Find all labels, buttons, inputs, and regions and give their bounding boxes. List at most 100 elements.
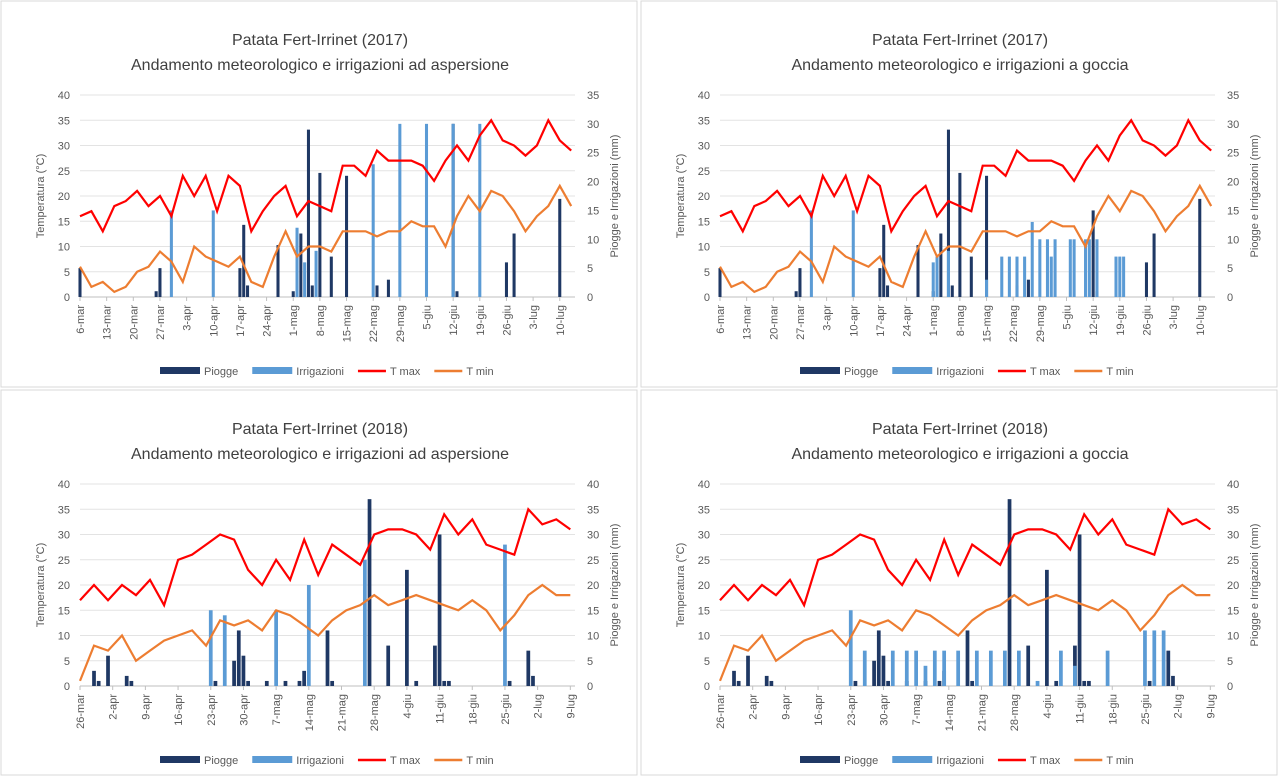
bar	[386, 645, 391, 686]
y-tick-label: 20	[58, 580, 70, 592]
bar	[303, 262, 307, 297]
x-tick-label: 13-mar	[742, 305, 754, 340]
x-tick-label: 20-mar	[768, 305, 780, 340]
bar	[246, 285, 250, 297]
x-tick-label: 19-giu	[1115, 305, 1127, 336]
bar	[942, 650, 947, 686]
x-tick-label: 10-lug	[555, 305, 567, 336]
x-tick-label: 27-mar	[795, 305, 807, 340]
bar	[1084, 239, 1088, 297]
x-tick-label: 10-apr	[208, 305, 220, 337]
bar	[310, 285, 314, 297]
bar	[447, 680, 451, 686]
bar	[314, 250, 318, 297]
bar	[1118, 256, 1122, 297]
y-tick-label: 10	[698, 242, 710, 254]
bar	[1144, 262, 1148, 297]
bar	[958, 172, 962, 297]
line	[719, 117, 1212, 235]
y-tick-label: 30	[58, 141, 70, 153]
bar	[985, 175, 989, 297]
x-tick-label: 3-apr	[182, 305, 194, 331]
y-tick-label: 10	[698, 631, 710, 643]
bar	[362, 559, 367, 686]
y2-tick-label: 30	[587, 530, 599, 542]
x-tick-label: 14-mag	[944, 694, 956, 731]
bar	[1054, 680, 1059, 686]
y-tick-label: 30	[698, 141, 710, 153]
bar	[881, 655, 886, 686]
bar	[414, 680, 419, 686]
y-tick-label: 40	[58, 90, 70, 102]
bar	[211, 210, 215, 297]
bar	[558, 198, 562, 297]
bar	[503, 544, 507, 686]
bar	[1073, 665, 1077, 686]
bar	[526, 650, 531, 686]
bar	[969, 256, 973, 297]
bar	[1087, 239, 1091, 297]
y-tick-label: 5	[704, 656, 710, 668]
y2-tick-label: 35	[587, 90, 599, 102]
y-tick-label: 35	[698, 115, 710, 127]
bar	[932, 650, 937, 686]
y2-tick-label: 5	[1227, 656, 1233, 668]
y-axis-label: Temperatura (°C)	[35, 154, 47, 238]
y-tick-label: 0	[704, 681, 710, 693]
bar	[92, 670, 96, 686]
legend-label: T max	[390, 755, 421, 767]
y2-tick-label: 35	[1227, 90, 1239, 102]
bar	[1147, 680, 1152, 686]
bar	[1198, 198, 1202, 297]
y-tick-label: 35	[698, 504, 710, 516]
bar	[1152, 630, 1157, 686]
y2-tick-label: 15	[587, 205, 599, 217]
y-tick-label: 25	[698, 555, 710, 567]
chart-subtitle: Andamento meteorologico e irrigazioni ad…	[131, 446, 509, 463]
legend-swatch	[800, 756, 840, 763]
legend-label: T max	[1030, 366, 1061, 378]
bar	[988, 650, 993, 686]
y-tick-label: 25	[698, 166, 710, 178]
x-tick-label: 8-mag	[955, 305, 967, 336]
x-tick-label: 2-apr	[748, 694, 760, 720]
y2-tick-label: 20	[1227, 580, 1239, 592]
bar	[213, 680, 218, 686]
x-tick-label: 3-lug	[1168, 305, 1180, 329]
y2-tick-label: 40	[1227, 479, 1239, 491]
x-tick-label: 8-mag	[315, 305, 327, 336]
y2-tick-label: 0	[1227, 292, 1233, 304]
legend-label: Piogge	[844, 755, 878, 767]
bar	[433, 645, 437, 686]
y-tick-label: 35	[58, 115, 70, 127]
y2-tick-label: 10	[1227, 234, 1239, 246]
y2-tick-label: 30	[1227, 530, 1239, 542]
chart-title: Patata Fert-Irrinet (2017)	[232, 32, 408, 49]
bar	[882, 224, 886, 297]
bar	[937, 680, 942, 686]
bar	[507, 680, 512, 686]
bar	[1161, 630, 1166, 686]
bar	[914, 650, 918, 686]
bar	[398, 123, 402, 297]
bar	[1095, 239, 1099, 297]
y2-axis-label: Piogge e Irrigazioni (mm)	[609, 524, 621, 647]
x-tick-label: 1-mag	[288, 305, 300, 336]
bar	[306, 585, 311, 686]
x-tick-label: 26-giu	[1141, 305, 1153, 336]
bar	[916, 245, 920, 297]
y2-tick-label: 5	[587, 263, 593, 275]
x-tick-label: 10-apr	[848, 305, 860, 337]
legend-label: T min	[466, 755, 493, 767]
bar	[965, 630, 970, 686]
x-tick-label: 23-apr	[206, 694, 218, 726]
y2-tick-label: 30	[1227, 119, 1239, 131]
bar	[504, 262, 508, 297]
y-tick-label: 10	[58, 242, 70, 254]
y-tick-label: 25	[58, 166, 70, 178]
bar	[1007, 499, 1012, 686]
y-tick-label: 0	[64, 292, 70, 304]
x-tick-label: 7-mag	[911, 694, 923, 725]
y2-tick-label: 25	[1227, 148, 1239, 160]
x-tick-label: 25-giu	[1140, 694, 1152, 725]
